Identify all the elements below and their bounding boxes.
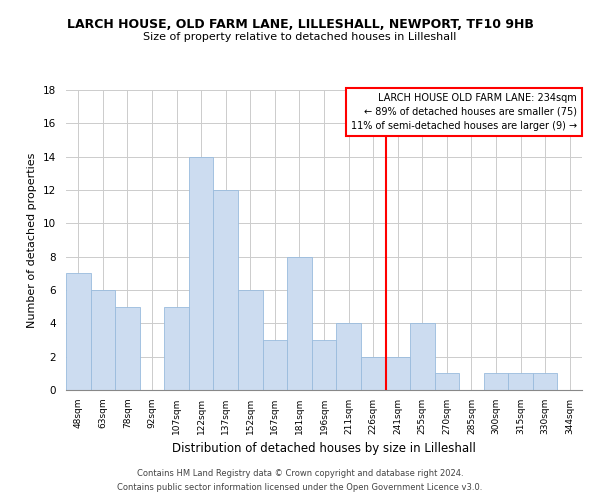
X-axis label: Distribution of detached houses by size in Lilleshall: Distribution of detached houses by size … xyxy=(172,442,476,456)
Bar xyxy=(410,324,434,390)
Bar xyxy=(336,324,361,390)
Bar xyxy=(385,356,410,390)
Text: Contains HM Land Registry data © Crown copyright and database right 2024.: Contains HM Land Registry data © Crown c… xyxy=(137,468,463,477)
Text: Contains public sector information licensed under the Open Government Licence v3: Contains public sector information licen… xyxy=(118,484,482,492)
Bar xyxy=(91,290,115,390)
Bar xyxy=(361,356,385,390)
Y-axis label: Number of detached properties: Number of detached properties xyxy=(28,152,37,328)
Bar xyxy=(66,274,91,390)
Text: LARCH HOUSE OLD FARM LANE: 234sqm
← 89% of detached houses are smaller (75)
11% : LARCH HOUSE OLD FARM LANE: 234sqm ← 89% … xyxy=(351,93,577,131)
Bar xyxy=(484,374,508,390)
Bar xyxy=(115,306,140,390)
Bar xyxy=(164,306,189,390)
Text: LARCH HOUSE, OLD FARM LANE, LILLESHALL, NEWPORT, TF10 9HB: LARCH HOUSE, OLD FARM LANE, LILLESHALL, … xyxy=(67,18,533,30)
Bar xyxy=(533,374,557,390)
Bar xyxy=(238,290,263,390)
Bar xyxy=(214,190,238,390)
Bar xyxy=(189,156,214,390)
Bar xyxy=(434,374,459,390)
Bar xyxy=(312,340,336,390)
Bar xyxy=(287,256,312,390)
Text: Size of property relative to detached houses in Lilleshall: Size of property relative to detached ho… xyxy=(143,32,457,42)
Bar xyxy=(508,374,533,390)
Bar xyxy=(263,340,287,390)
